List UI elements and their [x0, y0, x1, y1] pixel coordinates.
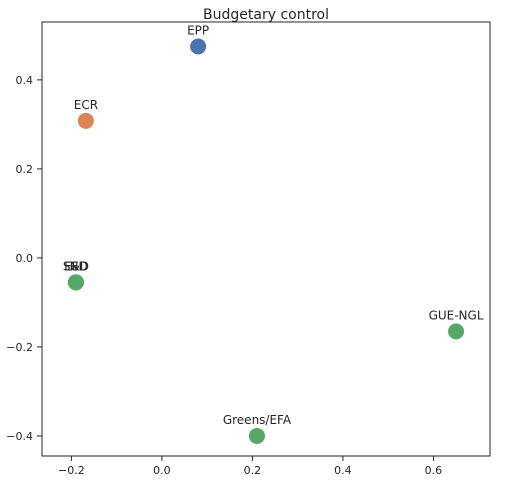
y-axis-ticks: −0.4 −0.2 0.0 0.2 0.4: [6, 74, 42, 443]
y-tick-label: 0.0: [16, 252, 34, 265]
x-tick-label: 0.6: [425, 464, 443, 477]
x-axis-ticks: −0.2 0.0 0.2 0.4 0.6: [58, 456, 442, 477]
point-s-d: [67, 274, 84, 291]
y-tick-label: 0.2: [16, 163, 34, 176]
chart-title: Budgetary control: [203, 7, 329, 23]
point-label: EFD: [64, 259, 88, 273]
point-label: EPP: [187, 23, 209, 37]
y-tick-label: −0.2: [6, 341, 33, 354]
x-tick-label: −0.2: [58, 464, 85, 477]
data-points: [67, 38, 465, 444]
point-label: NI: [70, 259, 83, 273]
x-tick-label: 0.2: [244, 464, 262, 477]
point-epp: [190, 38, 207, 55]
y-tick-label: −0.4: [6, 430, 33, 443]
point-greens-efa: [248, 427, 265, 444]
plot-frame: [41, 21, 491, 457]
x-tick-label: 0.4: [334, 464, 352, 477]
point-ecr: [77, 112, 94, 129]
point-label: Greens/EFA: [223, 413, 292, 427]
point-label: ECR: [74, 98, 98, 112]
x-tick-label: 0.0: [153, 464, 171, 477]
point-gue-ngl: [448, 323, 465, 340]
point-label: GUE-NGL: [429, 308, 484, 322]
point-label: S&D: [63, 259, 89, 273]
y-tick-label: 0.4: [16, 74, 34, 87]
